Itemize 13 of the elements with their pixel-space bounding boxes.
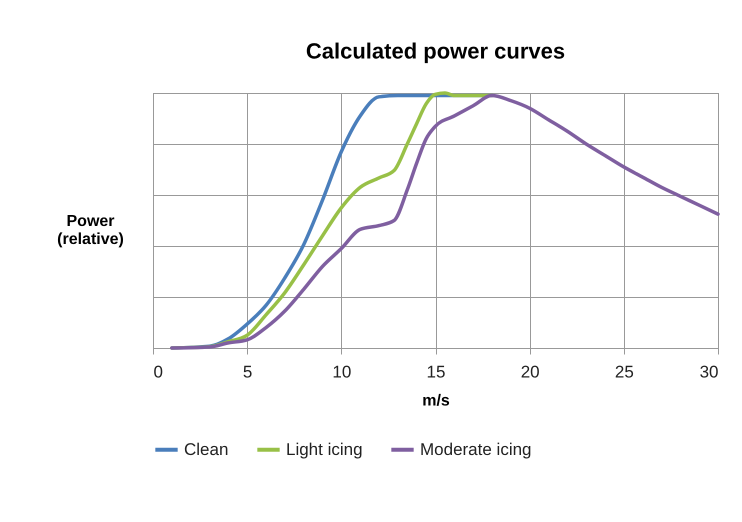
x-tick-label: 30 bbox=[700, 362, 718, 382]
x-tick-label: 15 bbox=[426, 362, 446, 382]
y-axis-title: Power (relative) bbox=[57, 213, 124, 248]
x-tick-label: 10 bbox=[332, 362, 352, 382]
legend-label: Moderate icing bbox=[420, 440, 532, 459]
legend-label: Light icing bbox=[286, 440, 363, 459]
x-tick-label: 0 bbox=[154, 362, 163, 382]
x-axis-title: m/s bbox=[422, 392, 450, 410]
x-tick-label: 25 bbox=[614, 362, 634, 382]
x-tick-label: 20 bbox=[520, 362, 540, 382]
legend-label: Clean bbox=[184, 440, 228, 459]
chart-title: Calculated power curves bbox=[306, 38, 566, 64]
x-tick-label: 5 bbox=[242, 362, 252, 382]
